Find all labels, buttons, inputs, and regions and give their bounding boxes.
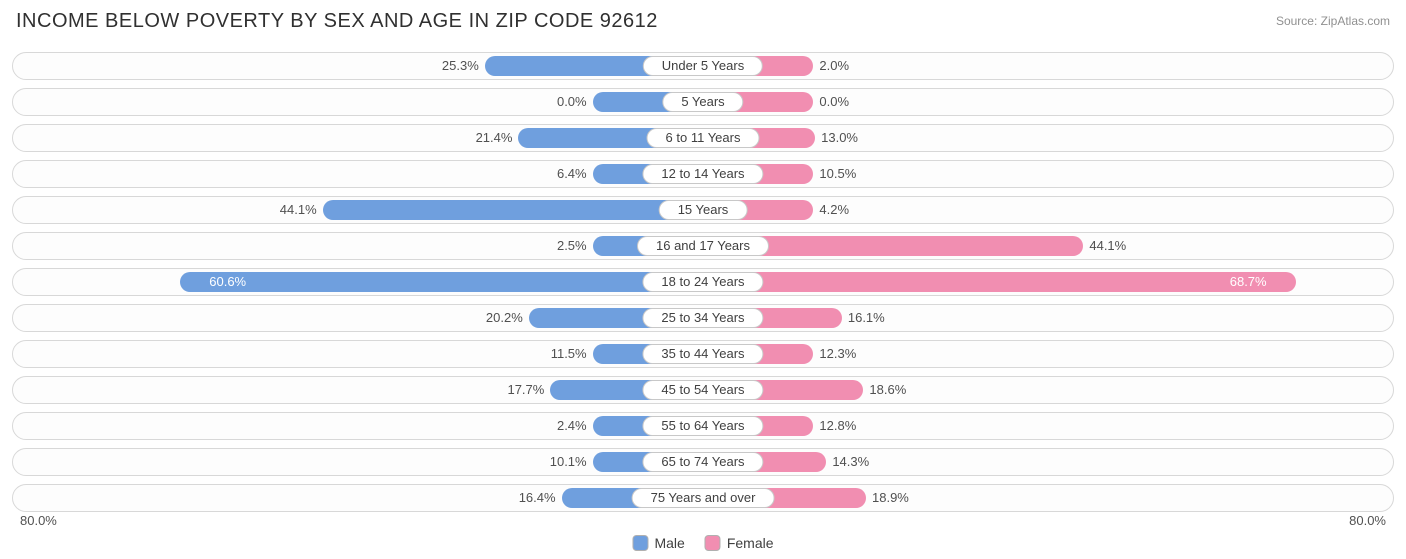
- chart-row: 0.0% 0.0% 5 Years: [12, 88, 1394, 116]
- chart-row: 20.2% 16.1% 25 to 34 Years: [12, 304, 1394, 332]
- category-label: 25 to 34 Years: [642, 308, 763, 328]
- category-label: 55 to 64 Years: [642, 416, 763, 436]
- category-label: Under 5 Years: [643, 56, 763, 76]
- male-value: 44.1%: [280, 197, 317, 223]
- axis-right-label: 80.0%: [1349, 513, 1386, 528]
- category-label: 6 to 11 Years: [647, 128, 760, 148]
- female-value: 68.7%: [1230, 269, 1267, 295]
- female-value: 18.6%: [869, 377, 906, 403]
- female-value: 44.1%: [1089, 233, 1126, 259]
- male-swatch: [632, 535, 648, 551]
- female-value: 12.3%: [819, 341, 856, 367]
- male-value: 21.4%: [476, 125, 513, 151]
- male-value: 10.1%: [550, 449, 587, 475]
- chart-row: 44.1% 4.2% 15 Years: [12, 196, 1394, 224]
- male-value: 16.4%: [519, 485, 556, 511]
- chart-row: 2.4% 12.8% 55 to 64 Years: [12, 412, 1394, 440]
- female-bar: [703, 272, 1296, 292]
- male-bar: [180, 272, 703, 292]
- chart-row: 60.6% 68.7% 18 to 24 Years: [12, 268, 1394, 296]
- chart-row: 17.7% 18.6% 45 to 54 Years: [12, 376, 1394, 404]
- chart-title: INCOME BELOW POVERTY BY SEX AND AGE IN Z…: [16, 10, 658, 33]
- female-value: 10.5%: [819, 161, 856, 187]
- female-swatch: [705, 535, 721, 551]
- category-label: 75 Years and over: [632, 488, 775, 508]
- category-label: 65 to 74 Years: [642, 452, 763, 472]
- chart-row: 11.5% 12.3% 35 to 44 Years: [12, 340, 1394, 368]
- female-value: 12.8%: [819, 413, 856, 439]
- legend-female: Female: [705, 535, 774, 551]
- legend: Male Female: [632, 535, 773, 551]
- male-value: 2.5%: [557, 233, 587, 259]
- category-label: 45 to 54 Years: [642, 380, 763, 400]
- chart-row: 25.3% 2.0% Under 5 Years: [12, 52, 1394, 80]
- category-label: 5 Years: [662, 92, 743, 112]
- female-value: 4.2%: [819, 197, 849, 223]
- chart-row: 10.1% 14.3% 65 to 74 Years: [12, 448, 1394, 476]
- female-value: 16.1%: [848, 305, 885, 331]
- male-value: 20.2%: [486, 305, 523, 331]
- male-bar: [323, 200, 703, 220]
- female-value: 13.0%: [821, 125, 858, 151]
- x-axis: 80.0% 80.0%: [12, 513, 1394, 531]
- chart-row: 16.4% 18.9% 75 Years and over: [12, 484, 1394, 512]
- category-label: 15 Years: [659, 200, 748, 220]
- male-value: 2.4%: [557, 413, 587, 439]
- female-value: 18.9%: [872, 485, 909, 511]
- chart-row: 6.4% 10.5% 12 to 14 Years: [12, 160, 1394, 188]
- legend-female-label: Female: [727, 535, 774, 551]
- male-value: 6.4%: [557, 161, 587, 187]
- female-value: 14.3%: [832, 449, 869, 475]
- category-label: 16 and 17 Years: [637, 236, 769, 256]
- female-value: 0.0%: [819, 89, 849, 115]
- male-value: 17.7%: [507, 377, 544, 403]
- male-value: 60.6%: [209, 269, 246, 295]
- diverging-bar-chart: 25.3% 2.0% Under 5 Years 0.0% 0.0% 5 Years 21.…: [12, 52, 1394, 520]
- male-value: 25.3%: [442, 53, 479, 79]
- male-value: 11.5%: [551, 341, 587, 367]
- axis-left-label: 80.0%: [20, 513, 57, 528]
- category-label: 35 to 44 Years: [642, 344, 763, 364]
- female-value: 2.0%: [819, 53, 849, 79]
- chart-row: 2.5% 44.1% 16 and 17 Years: [12, 232, 1394, 260]
- male-value: 0.0%: [557, 89, 587, 115]
- legend-male-label: Male: [654, 535, 684, 551]
- category-label: 18 to 24 Years: [642, 272, 763, 292]
- chart-row: 21.4% 13.0% 6 to 11 Years: [12, 124, 1394, 152]
- source-attribution: Source: ZipAtlas.com: [1276, 14, 1390, 28]
- legend-male: Male: [632, 535, 684, 551]
- category-label: 12 to 14 Years: [642, 164, 763, 184]
